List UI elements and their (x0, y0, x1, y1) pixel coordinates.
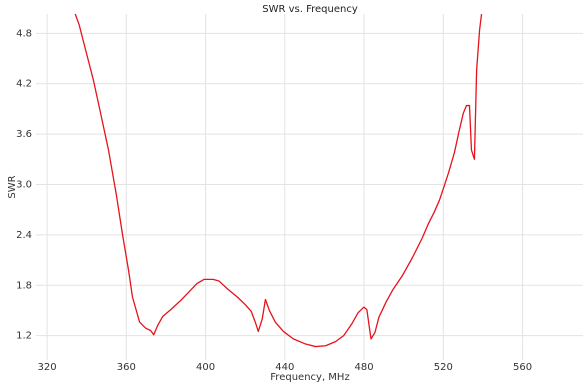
x-tick-label: 320 (38, 362, 57, 373)
y-tick-label: 3.0 (16, 179, 32, 190)
x-tick-label: 360 (117, 362, 136, 373)
data-line (74, 14, 483, 348)
y-tick-label: 4.2 (16, 79, 32, 90)
y-tick-label: 1.2 (16, 331, 32, 342)
x-tick-label: 560 (513, 362, 532, 373)
plot-area (36, 14, 583, 360)
x-tick-label: 520 (434, 362, 453, 373)
x-tick-label: 480 (355, 362, 374, 373)
y-axis-label: SWR (7, 175, 18, 198)
x-axis-label: Frequency, MHz (270, 372, 349, 383)
x-tick-label: 440 (275, 362, 294, 373)
x-tick-label: 400 (196, 362, 215, 373)
y-tick-label: 4.8 (16, 28, 32, 39)
y-tick-label: 3.6 (16, 129, 32, 140)
y-tick-label: 1.8 (16, 280, 32, 291)
y-tick-label: 2.4 (16, 230, 32, 241)
chart-title: SWR vs. Frequency (262, 4, 358, 15)
